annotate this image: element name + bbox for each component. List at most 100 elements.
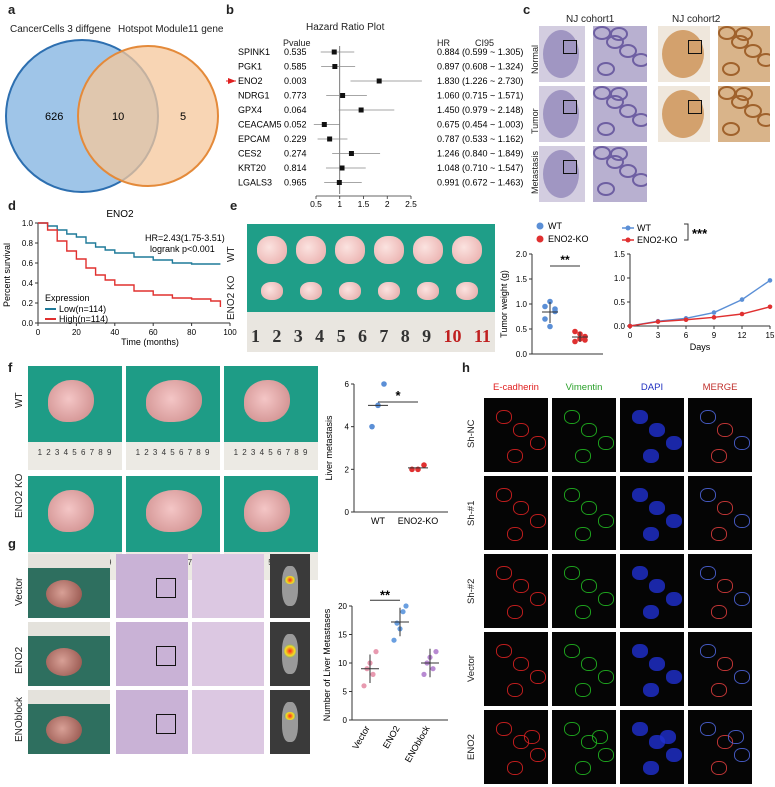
ihc-gland	[619, 164, 637, 178]
ihc-image	[658, 86, 710, 142]
fluor-cell	[711, 761, 727, 775]
km-title: ENO2	[106, 209, 134, 220]
ruler-number: 2	[272, 326, 282, 346]
tumor-wt-label: WT	[226, 246, 237, 262]
fluor-cell	[575, 683, 591, 697]
fluor-image	[552, 398, 616, 472]
forest-gene-label: ENO2	[238, 76, 263, 86]
fluor-cell	[598, 436, 614, 450]
liver-organ	[48, 380, 94, 422]
tumor-ko	[378, 282, 400, 300]
fluor-cell	[598, 670, 614, 684]
fluor-image	[484, 554, 548, 628]
forest-ci-text: 1.060 (0.715 ~ 1.571)	[437, 91, 523, 101]
forest-gene-label: CEACAM5	[238, 120, 282, 130]
g-mouse	[282, 566, 298, 606]
ihc-image	[539, 146, 585, 202]
g-liver-photo	[28, 554, 110, 618]
ihc-image	[539, 26, 585, 82]
g-sig1: **	[380, 590, 391, 602]
volume-point	[655, 319, 661, 324]
fluor-cell	[734, 592, 750, 606]
g-row-label: ENO2	[14, 646, 25, 674]
fluor-cell	[632, 410, 648, 424]
g-photo-ruler	[28, 622, 110, 636]
forest-pvalue: 0.814	[284, 163, 307, 173]
fluor-cell	[507, 527, 523, 541]
liver-photo: 1 2 3 4 5 6 7 8 9	[126, 366, 220, 470]
fluor-image	[620, 398, 684, 472]
fluor-cell	[530, 436, 546, 450]
forest-gene-label: PGK1	[238, 62, 262, 72]
g-x-label: Vector	[350, 724, 371, 751]
ihc-gland	[735, 27, 753, 41]
km-x-tick-label: 0	[36, 328, 41, 337]
forest-pvalue: 0.585	[284, 62, 307, 72]
fluor-image	[620, 476, 684, 550]
fluor-cell	[496, 722, 512, 736]
liver-metastasis-plot: 0 2 4 6 Liver metastasis WT ENO2-KO *	[324, 380, 448, 526]
fluor-cell	[524, 730, 540, 744]
volume-point	[739, 311, 745, 317]
g-he-zoom	[192, 690, 264, 754]
g-point	[361, 683, 367, 689]
ihc-cohort1-label: NJ cohort1	[566, 14, 615, 25]
ihc-gland	[610, 147, 628, 161]
ihc-tissue-core	[543, 150, 579, 198]
ihc-gland	[597, 122, 615, 136]
g-he-overview	[116, 622, 188, 686]
fluor-cell	[530, 514, 546, 528]
fluor-cell	[513, 501, 529, 515]
ihc-image	[593, 86, 647, 142]
ihc-gland	[757, 113, 770, 127]
forest-ci-text: 0.884 (0.599 ~ 1.305)	[437, 47, 523, 57]
fluor-cell	[496, 566, 512, 580]
ruler-number: 5	[336, 326, 346, 346]
ruler-number: 8	[400, 326, 410, 346]
weight-wt-point	[542, 303, 548, 310]
weight-legend-wt-dot	[536, 222, 544, 230]
fluor-row-label: Sh-#1	[466, 500, 477, 526]
fluor-image	[484, 476, 548, 550]
g-liver-photo	[28, 622, 110, 686]
fluor-cell	[598, 514, 614, 528]
liver-organ	[244, 490, 290, 532]
g-photo-ruler	[28, 554, 110, 568]
weight-legend-ko-dot	[536, 235, 544, 243]
g-point	[421, 671, 427, 677]
forest-pvalue: 0.965	[284, 178, 307, 188]
forest-ci-text: 1.246 (0.840 ~ 1.849)	[437, 149, 523, 159]
ihc-gland	[722, 62, 740, 76]
g-row-label: Vector	[14, 577, 25, 606]
volume-sig: ***	[692, 226, 708, 241]
volume-x-label: Days	[690, 342, 711, 352]
forest-ci-text: 1.450 (0.979 ~ 2.148)	[437, 105, 523, 115]
fluor-cell	[728, 730, 744, 744]
g-row-label: ENOblock	[14, 696, 25, 742]
fluor-cell	[734, 748, 750, 762]
fluor-cell	[530, 670, 546, 684]
liver-ruler: 1 2 3 4 5 6 7 8 9	[224, 442, 318, 470]
fluor-cell	[711, 527, 727, 541]
panel-label-g: g	[8, 536, 16, 551]
forest-hr-point	[376, 78, 382, 84]
tumor-ko	[417, 282, 439, 300]
g-ivis-signal	[284, 712, 296, 720]
fluor-image	[688, 710, 752, 784]
forest-hr-point	[327, 136, 333, 142]
g-x-label: ENOblock	[403, 724, 432, 765]
fluor-cell	[660, 730, 676, 744]
km-x-tick-label: 40	[110, 328, 119, 337]
ihc-tissue-core	[662, 30, 704, 78]
fluor-cell	[649, 501, 665, 515]
panel-label-h: h	[462, 360, 470, 375]
forest-hr-point	[336, 180, 342, 185]
fluor-cell	[649, 657, 665, 671]
forest-hr-point	[348, 151, 354, 156]
g-point	[391, 637, 397, 643]
ihc-image	[658, 26, 710, 82]
fluor-cell	[575, 527, 591, 541]
livermet-y-tick-label: 4	[345, 423, 350, 432]
fluor-cell	[592, 730, 608, 744]
g-he-zoom	[192, 554, 264, 618]
